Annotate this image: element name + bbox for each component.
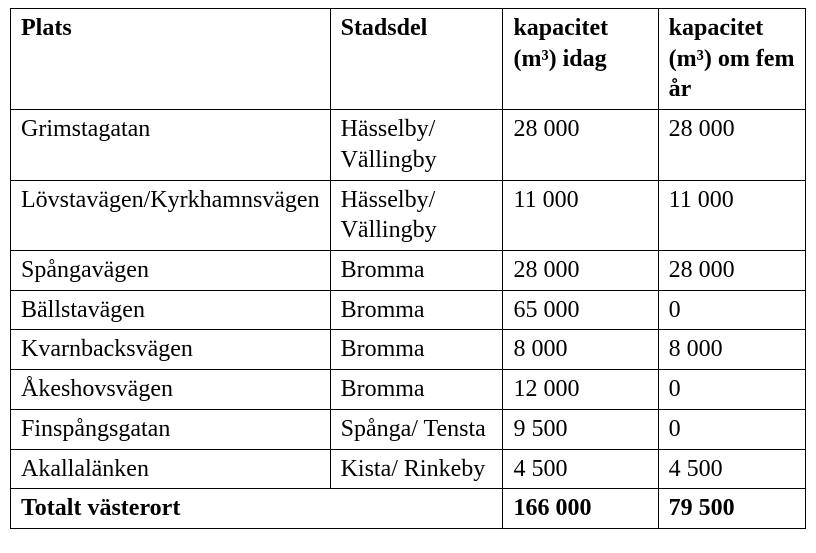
cell-stadsdel: Spånga/ Tensta [330, 409, 503, 449]
col-header-cap-5yr: kapacitet (m³) om fem år [658, 9, 805, 110]
cell-plats: Akallalänken [11, 449, 331, 489]
cell-stadsdel: Hässelby/ Vällingby [330, 180, 503, 250]
cell-cap-now: 65 000 [503, 290, 658, 330]
cell-stadsdel: Bromma [330, 290, 503, 330]
cell-plats: Lövstavägen/Kyrkhamnsvägen [11, 180, 331, 250]
cell-stadsdel: Hässelby/ Vällingby [330, 110, 503, 180]
cell-cap-5yr: 4 500 [658, 449, 805, 489]
table-row: Kvarnbacksvägen Bromma 8 000 8 000 [11, 330, 806, 370]
cell-stadsdel: Bromma [330, 370, 503, 410]
table-footer: Totalt västerort 166 000 79 500 [11, 489, 806, 529]
cell-plats: Finspångsgatan [11, 409, 331, 449]
cell-stadsdel: Kista/ Rinkeby [330, 449, 503, 489]
table-row: Bällstavägen Bromma 65 000 0 [11, 290, 806, 330]
cell-cap-now: 28 000 [503, 251, 658, 291]
cell-cap-now: 9 500 [503, 409, 658, 449]
cell-cap-now: 8 000 [503, 330, 658, 370]
cell-cap-5yr: 0 [658, 290, 805, 330]
col-header-plats: Plats [11, 9, 331, 110]
table-row: Lövstavägen/Kyrkhamnsvägen Hässelby/ Väl… [11, 180, 806, 250]
col-header-cap-now: kapacitet (m³) idag [503, 9, 658, 110]
cell-cap-5yr: 11 000 [658, 180, 805, 250]
col-header-stadsdel: Stadsdel [330, 9, 503, 110]
cell-plats: Grimstagatan [11, 110, 331, 180]
cell-plats: Åkeshovsvägen [11, 370, 331, 410]
footer-cap-5yr: 79 500 [658, 489, 805, 529]
table-header: Plats Stadsdel kapacitet (m³) idag kapac… [11, 9, 806, 110]
table-row: Spångavägen Bromma 28 000 28 000 [11, 251, 806, 291]
cell-plats: Spångavägen [11, 251, 331, 291]
cell-cap-5yr: 0 [658, 409, 805, 449]
footer-label: Totalt västerort [11, 489, 503, 529]
cell-cap-now: 12 000 [503, 370, 658, 410]
cell-plats: Kvarnbacksvägen [11, 330, 331, 370]
footer-cap-now: 166 000 [503, 489, 658, 529]
table-body: Grimstagatan Hässelby/ Vällingby 28 000 … [11, 110, 806, 489]
cell-cap-5yr: 0 [658, 370, 805, 410]
cell-stadsdel: Bromma [330, 251, 503, 291]
capacity-table: Plats Stadsdel kapacitet (m³) idag kapac… [10, 8, 806, 529]
cell-cap-5yr: 28 000 [658, 110, 805, 180]
cell-stadsdel: Bromma [330, 330, 503, 370]
table-row: Grimstagatan Hässelby/ Vällingby 28 000 … [11, 110, 806, 180]
cell-cap-now: 11 000 [503, 180, 658, 250]
table-row: Åkeshovsvägen Bromma 12 000 0 [11, 370, 806, 410]
cell-cap-5yr: 28 000 [658, 251, 805, 291]
cell-cap-5yr: 8 000 [658, 330, 805, 370]
table-row: Akallalänken Kista/ Rinkeby 4 500 4 500 [11, 449, 806, 489]
cell-plats: Bällstavägen [11, 290, 331, 330]
cell-cap-now: 28 000 [503, 110, 658, 180]
table-row: Finspångsgatan Spånga/ Tensta 9 500 0 [11, 409, 806, 449]
cell-cap-now: 4 500 [503, 449, 658, 489]
